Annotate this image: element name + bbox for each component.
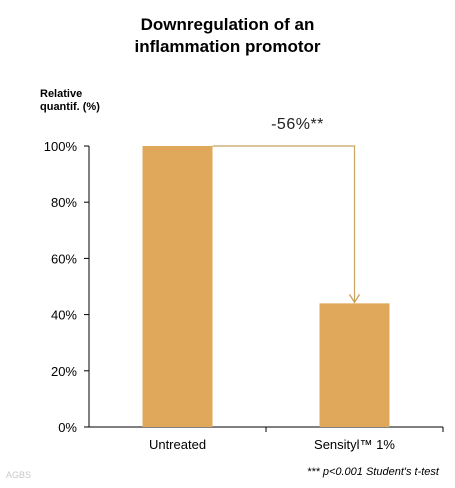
y-tick-label: 60% xyxy=(51,251,77,266)
chart-title-line-1: Downregulation of an xyxy=(140,15,315,34)
annotation-arrowhead xyxy=(348,293,361,304)
bar xyxy=(319,303,390,427)
y-axis-label-line-1: Relative xyxy=(40,88,83,100)
footnote: *** p<0.001 Student's t-test xyxy=(306,466,439,478)
y-tick-label: 100% xyxy=(44,139,78,154)
x-tick-label: Sensityl™ 1% xyxy=(314,437,395,452)
watermark-logo: AGBS xyxy=(6,470,32,480)
bar xyxy=(142,146,213,427)
annotation-arrow-line xyxy=(212,145,356,302)
bars xyxy=(142,146,390,427)
y-tick-label: 0% xyxy=(58,420,77,435)
axes: 0% 20% 40% 60% 80% 100% Untreated Sensityl™ 1% xyxy=(44,139,444,452)
y-tick-label: 80% xyxy=(51,195,77,210)
chart-title: Downregulation of an inflammation promot… xyxy=(0,14,455,58)
y-axis-label: Relative quantif. (%) xyxy=(40,88,100,114)
x-tick-label: Untreated xyxy=(149,437,206,452)
annotation-group: -56%** xyxy=(212,116,361,304)
y-axis-label-line-2: quantif. (%) xyxy=(40,101,100,113)
y-tick-label: 40% xyxy=(51,308,77,323)
annotation-label: -56%** xyxy=(271,116,324,133)
chart-title-line-2: inflammation promotor xyxy=(134,37,321,56)
y-tick-label: 20% xyxy=(51,364,77,379)
